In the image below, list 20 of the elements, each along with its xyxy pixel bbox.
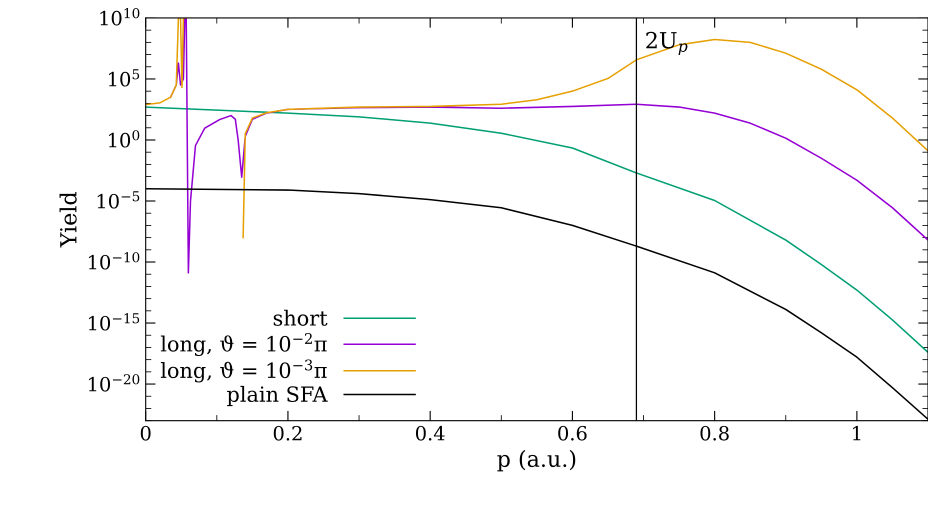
y-tick-label: 10$^{5}$ (108, 69, 140, 87)
x-tick-label: 0.8 (700, 426, 729, 441)
x-tick-label: 1 (853, 426, 860, 440)
legend-label: short (274, 310, 328, 326)
legend-label: long, ϑ = 10$^{−3}$π (160, 359, 327, 382)
y-tick-label: 10$^{−15}$ (88, 313, 140, 331)
y-axis-title: Yield (60, 192, 77, 248)
x-tick-label: 0 (140, 426, 151, 441)
y-tick-label: 10$^{−5}$ (98, 191, 140, 209)
legend-label: long, ϑ = 10$^{−2}$π (160, 332, 327, 356)
ref-line-label: 2U$_{p}$ (646, 32, 688, 55)
y-tick-label: 10$^{−20}$ (88, 374, 140, 392)
legend-label: plain SFA (227, 386, 328, 406)
y-tick-label: 10$^{10}$ (100, 8, 140, 26)
y-tick-label: 10$^{−10}$ (88, 252, 140, 270)
x-axis-title: p (a.u.) (497, 450, 576, 472)
x-tick-label: 0.6 (558, 426, 587, 441)
y-tick-label: 10$^{0}$ (108, 130, 140, 148)
x-tick-label: 0.4 (416, 426, 445, 441)
x-tick-label: 0.2 (274, 426, 302, 441)
